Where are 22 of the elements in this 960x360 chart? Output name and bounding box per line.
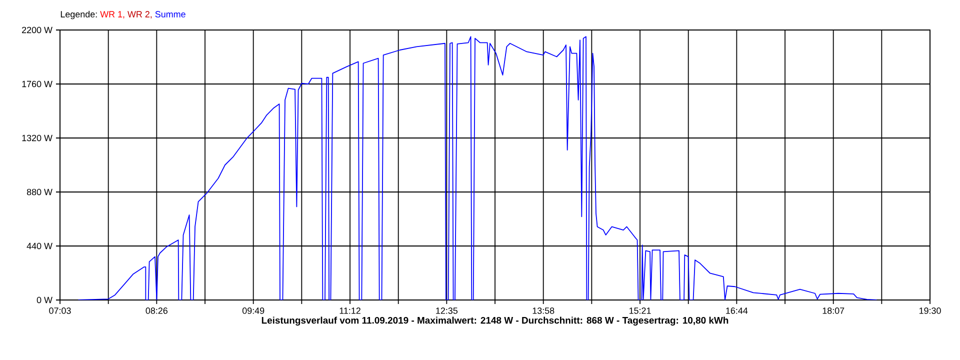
x-tick-label: 13:58 [532,308,554,314]
x-axis-title: Leistungsverlauf vom 11.09.2019 - Maximalwert: 2148 W - Durchschnitt: 868 W - Tagesertrag: 10,80 kWh [262,316,728,326]
x-tick-label: 07:03 [49,308,71,314]
x-tick-label: 16:44 [726,308,748,314]
x-tick-label: 09:49 [242,308,264,314]
x-tick-label: 11:12 [340,308,360,314]
y-tick-label: 440 W [26,242,52,250]
line-series [78,36,878,300]
y-tick-label: 1760 W [22,80,52,88]
x-tick-label: 19:30 [919,308,941,314]
y-tick-label: 880 W [26,188,52,196]
x-tick-label: 08:26 [146,308,168,314]
y-tick-label: 0 W [36,296,52,304]
legend-label: WR 1, [100,11,124,18]
x-tick-label: 18:07 [822,308,844,314]
legend-title: Legende: [60,10,97,20]
x-tick-label: 15:21 [629,308,651,314]
legend-label: WR 2, [128,11,152,18]
y-tick-label: 1320 W [22,134,52,142]
x-tick-label: 12:35 [436,308,458,314]
text: Summe [155,11,186,18]
y-tick-label: 2200 W [22,26,52,34]
